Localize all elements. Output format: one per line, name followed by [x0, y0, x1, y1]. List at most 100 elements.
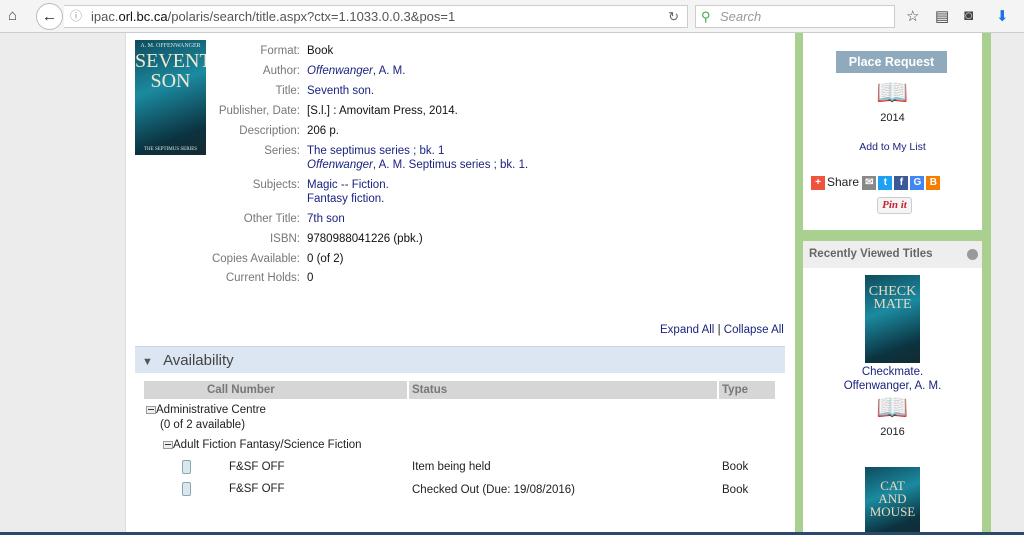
holds-value: 0 — [307, 272, 314, 284]
subject-link-1[interactable]: Magic -- Fiction. — [307, 179, 389, 191]
publication-year: 2014 — [880, 112, 905, 124]
recently-viewed-box: Recently Viewed Titles CHECK MATE Checkm… — [803, 241, 982, 535]
url-path: /polaris/search/title.aspx?ctx=1.1033.0.… — [167, 9, 456, 24]
search-icon: ⚲ — [701, 9, 711, 24]
subject-link-2[interactable]: Fantasy fiction. — [307, 193, 385, 205]
recent-year: 2016 — [880, 426, 905, 438]
search-placeholder: Search — [720, 9, 762, 24]
share-label[interactable]: Share — [827, 175, 860, 189]
recent-title-link[interactable]: Checkmate. — [861, 366, 924, 378]
recently-viewed-header: Recently Viewed Titles — [803, 241, 982, 268]
availability-title: Availability — [163, 352, 234, 369]
copies-value: 0 (of 2) — [307, 253, 344, 265]
download-icon[interactable]: ⬇ — [996, 8, 1009, 25]
book-cover[interactable]: A. M. OFFENWANGER SEVENTH SON THE SEPTIM… — [135, 40, 206, 155]
recent-author-link[interactable]: Offenwanger, A. M. — [843, 380, 942, 392]
reading-list-icon[interactable]: ▤ — [935, 8, 950, 25]
author-surname: Offenwanger — [307, 65, 373, 77]
isbn-label: ISBN: — [269, 233, 300, 245]
author-initials: , A. M. — [372, 65, 406, 77]
item-call-number: F&SF OFF — [229, 483, 285, 495]
subjects-label: Subjects: — [252, 179, 300, 191]
home-icon[interactable]: ⌂ — [8, 7, 18, 24]
collection-name: Adult Fiction Fantasy/Science Fiction — [173, 439, 362, 451]
collapse-minus-icon[interactable] — [163, 440, 173, 449]
share-plus-icon[interactable]: + — [811, 175, 825, 190]
item-call-number: F&SF OFF — [229, 461, 285, 473]
item-icon — [182, 460, 191, 474]
cover-title: SEVENTH SON — [135, 50, 206, 92]
twitter-icon[interactable]: t — [878, 175, 893, 190]
copies-label: Copies Available: — [211, 253, 300, 265]
recent-cover-title: CHECK MATE — [868, 284, 917, 312]
search-input[interactable]: ⚲ Search — [695, 5, 895, 28]
other-title-label: Other Title: — [243, 213, 300, 225]
isbn-value: 9780988041226 (pbk.) — [307, 233, 423, 245]
browser-toolbar: ⌂ ← ⓘ ipac.orl.bc.ca/polaris/search/titl… — [0, 0, 1024, 33]
recent-cover-title: CAT AND MOUSE — [869, 478, 916, 519]
item-type: Book — [722, 461, 749, 473]
expand-all-link[interactable]: Expand All — [660, 324, 715, 336]
add-to-list-link[interactable]: Add to My List — [859, 141, 926, 153]
recent-cover-cat-and-mouse[interactable]: CAT AND MOUSE — [865, 467, 920, 535]
recently-viewed-title: Recently Viewed Titles — [809, 248, 933, 260]
facebook-icon[interactable]: f — [894, 175, 909, 190]
email-icon[interactable]: ✉ — [862, 175, 877, 190]
format-value: Book — [307, 45, 334, 57]
actions-box: Place Request 📖 2014 Add to My List + Sha… — [803, 33, 982, 230]
series-link-1[interactable]: The septimus series ; bk. 1 — [307, 145, 445, 157]
branch-row[interactable]: Administrative Centre — [146, 404, 266, 416]
recent-cover-checkmate[interactable]: CHECK MATE — [865, 275, 920, 363]
holds-label: Current Holds: — [225, 272, 300, 284]
author-label: Author: — [262, 65, 300, 77]
cover-series: THE SEPTIMUS SERIES — [143, 147, 198, 152]
book-icon: 📖 — [876, 392, 909, 422]
format-label: Format: — [260, 45, 300, 57]
branch-count: (0 of 2 available) — [160, 419, 246, 431]
series-link-2[interactable]: Offenwanger, A. M. Septimus series ; bk.… — [307, 159, 528, 171]
availability-header[interactable]: ▼ Availability — [135, 346, 785, 373]
place-request-button[interactable]: Place Request — [836, 51, 947, 73]
collapse-minus-icon[interactable] — [146, 405, 156, 414]
branch-name: Administrative Centre — [156, 404, 266, 416]
title-link[interactable]: Seventh son. — [307, 85, 375, 97]
info-icon[interactable]: ⓘ — [70, 9, 83, 23]
separator: | — [717, 324, 721, 336]
blogger-icon[interactable]: B — [926, 175, 941, 190]
column-type: Type — [719, 381, 775, 399]
main-content — [125, 33, 795, 535]
cover-author: A. M. OFFENWANGER — [140, 43, 201, 49]
pinterest-button[interactable]: Pin it — [877, 197, 912, 214]
bookmark-star-icon[interactable]: ☆ — [906, 8, 920, 25]
taskbar-edge — [0, 532, 1024, 535]
publisher-label: Publisher, Date: — [218, 105, 300, 117]
item-type: Book — [722, 484, 749, 496]
series-label: Series: — [264, 145, 300, 157]
collapse-circle-icon[interactable] — [967, 249, 978, 260]
item-icon — [182, 482, 191, 496]
url-prefix: ipac. — [91, 9, 119, 24]
back-button[interactable]: ← — [36, 3, 63, 30]
collapse-triangle-icon: ▼ — [142, 356, 153, 368]
reload-icon[interactable]: ↻ — [668, 9, 679, 24]
title-label: Title: — [275, 85, 301, 97]
collection-row[interactable]: Adult Fiction Fantasy/Science Fiction — [163, 439, 362, 451]
address-bar[interactable]: ⓘ ipac.orl.bc.ca/polaris/search/title.as… — [64, 5, 688, 28]
url-host: orl.bc.ca — [118, 9, 168, 24]
description-label: Description: — [239, 125, 300, 137]
author-link[interactable]: Offenwanger, A. M. — [307, 65, 405, 77]
book-icon: 📖 — [876, 77, 909, 107]
item-status: Checked Out (Due: 19/08/2016) — [412, 484, 576, 496]
expand-collapse-controls: Expand All | Collapse All — [660, 324, 784, 336]
series-name: , A. M. Septimus series ; bk. 1. — [372, 159, 529, 171]
collapse-all-link[interactable]: Collapse All — [723, 324, 784, 336]
google-icon[interactable]: G — [910, 175, 925, 190]
share-bar: + Share ✉ t f G B — [811, 175, 942, 190]
item-status: Item being held — [412, 461, 491, 473]
publisher-value: [S.l.] : Amovitam Press, 2014. — [307, 105, 458, 117]
description-value: 206 p. — [307, 125, 339, 137]
other-title-link[interactable]: 7th son — [307, 213, 345, 225]
pocket-icon[interactable]: ◙ — [964, 7, 974, 24]
column-call-number: Call Number — [144, 381, 407, 399]
series-author: Offenwanger — [307, 159, 373, 171]
